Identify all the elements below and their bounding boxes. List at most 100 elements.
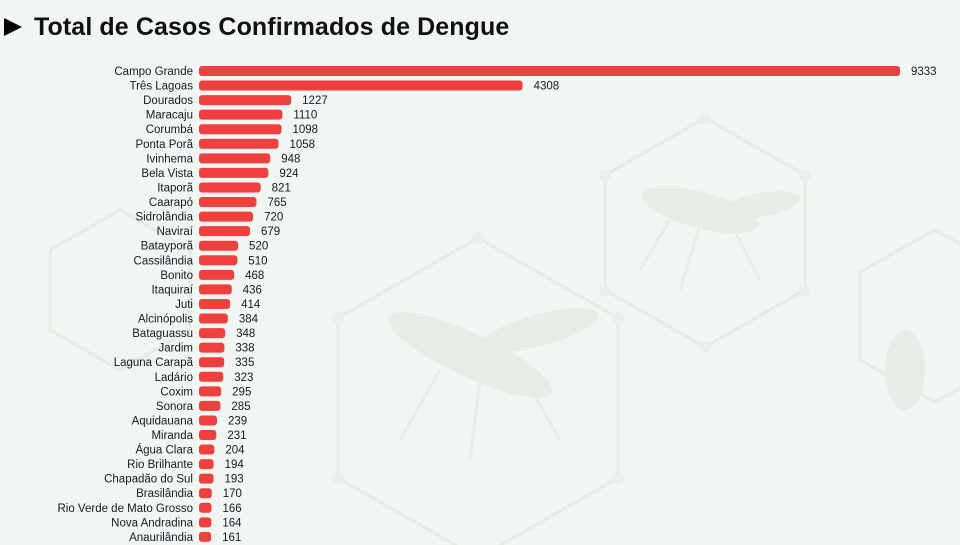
category-label: Ivinhema	[146, 153, 193, 165]
category-label: Batayporã	[141, 241, 194, 253]
category-label: Água Clara	[135, 444, 193, 457]
category-label: Chapadão do Sul	[104, 474, 193, 486]
bar	[199, 211, 254, 222]
page-title: Total de Casos Confirmados de Dengue	[34, 12, 510, 41]
bar	[199, 153, 271, 164]
bar	[199, 95, 292, 106]
bar	[199, 284, 232, 295]
play-arrow-icon	[4, 18, 22, 36]
category-label: Bela Vista	[141, 168, 193, 180]
bar	[199, 269, 235, 280]
bar	[199, 342, 225, 353]
value-label: 436	[243, 284, 262, 296]
bar	[199, 386, 222, 397]
value-label: 231	[227, 430, 246, 442]
value-label: 193	[224, 474, 243, 486]
category-label: Aquidauana	[132, 415, 194, 427]
bar	[199, 415, 217, 426]
value-label: 384	[239, 314, 259, 326]
value-label: 924	[279, 168, 299, 180]
value-label: 4308	[534, 81, 560, 93]
bar	[199, 66, 900, 76]
category-label: Ponta Porã	[135, 139, 193, 151]
category-label: Laguna Carapã	[114, 357, 194, 369]
value-label: 1110	[293, 110, 317, 122]
category-label: Cassilândia	[134, 255, 194, 267]
bar	[199, 240, 239, 251]
category-label: Miranda	[151, 430, 193, 442]
category-label: Rio Verde de Mato Grosso	[57, 503, 193, 515]
category-label: Ladário	[155, 372, 193, 384]
bar	[199, 517, 212, 528]
value-label: 468	[245, 270, 264, 282]
bar	[199, 124, 282, 135]
bar	[199, 502, 212, 513]
value-label: 765	[267, 197, 286, 209]
bar	[199, 298, 231, 309]
value-label: 204	[225, 445, 245, 457]
bar	[199, 459, 214, 470]
category-label: Jardim	[158, 343, 193, 355]
category-label: Bonito	[160, 270, 193, 282]
category-label: Campo Grande	[114, 66, 193, 78]
value-label: 720	[264, 212, 283, 224]
bar	[199, 255, 238, 266]
page-header: Total de Casos Confirmados de Dengue	[4, 10, 509, 44]
bar	[199, 313, 228, 324]
value-label: 323	[234, 372, 253, 384]
category-label: Três Lagoas	[130, 81, 194, 93]
value-label: 295	[232, 386, 251, 398]
bar	[199, 182, 261, 193]
value-label: 520	[249, 241, 268, 253]
category-label: Caarapó	[149, 197, 193, 209]
bar	[199, 197, 257, 208]
category-label: Nova Andradina	[111, 517, 193, 529]
value-label: 1227	[302, 95, 328, 107]
bar	[199, 167, 269, 178]
value-label: 164	[222, 517, 242, 529]
category-label: Sidrolândia	[135, 212, 193, 224]
value-label: 338	[235, 343, 254, 355]
value-label: 1058	[289, 139, 315, 151]
bar	[199, 371, 224, 382]
bar	[199, 488, 212, 499]
value-label: 335	[235, 357, 254, 369]
bar	[199, 138, 279, 149]
category-label: Dourados	[143, 95, 193, 107]
bar	[199, 109, 283, 120]
value-label: 510	[248, 255, 267, 267]
category-label: Alcinópolis	[138, 314, 193, 326]
bar	[199, 80, 523, 91]
value-label: 948	[281, 153, 300, 165]
value-label: 170	[223, 488, 242, 500]
category-label: Rio Brilhante	[127, 459, 193, 471]
category-label: Itaquiraí	[151, 284, 193, 296]
value-label: 679	[261, 226, 280, 238]
value-label: 821	[272, 182, 291, 194]
value-label: 1098	[292, 124, 318, 136]
category-label: Corumbá	[146, 124, 194, 136]
bar	[199, 357, 225, 368]
value-label: 194	[225, 459, 245, 471]
bar	[199, 400, 221, 411]
bar	[199, 226, 250, 237]
bar	[199, 473, 214, 484]
category-label: Brasilândia	[136, 488, 193, 500]
value-label: 414	[241, 299, 261, 311]
category-label: Coxim	[160, 386, 193, 398]
category-label: Itaporã	[157, 182, 193, 194]
category-label: Naviraí	[157, 226, 194, 238]
value-label: 166	[222, 503, 241, 515]
bar	[199, 328, 226, 339]
bar	[199, 531, 212, 542]
value-label: 285	[231, 401, 250, 413]
bar	[199, 444, 215, 455]
category-label: Sonora	[156, 401, 194, 413]
value-label: 239	[228, 415, 247, 427]
category-label: Bataguassu	[132, 328, 193, 340]
value-label: 9333	[911, 66, 937, 78]
bar	[199, 430, 217, 440]
value-label: 161	[222, 532, 241, 544]
